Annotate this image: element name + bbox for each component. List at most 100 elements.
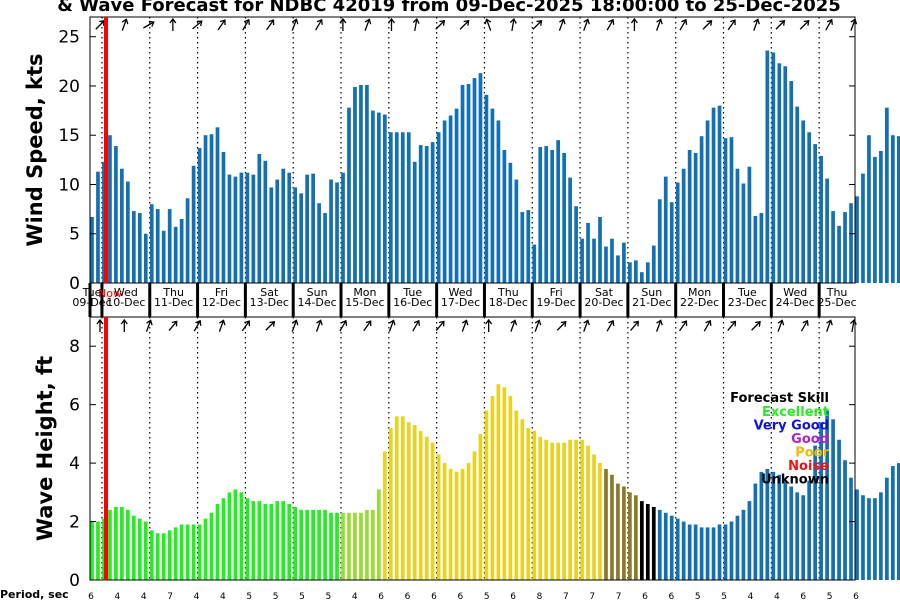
- data-bar: [825, 410, 829, 580]
- data-bar: [610, 474, 614, 580]
- data-bar: [179, 524, 184, 580]
- legend-title: Forecast Skill: [730, 391, 829, 406]
- day-name-label: Tue: [82, 286, 102, 299]
- data-bar: [430, 442, 435, 580]
- data-bar: [723, 138, 728, 283]
- y-tick-label: 5: [69, 225, 80, 245]
- data-bar: [478, 433, 483, 580]
- data-bar: [879, 150, 883, 283]
- direction-arrow: [826, 319, 833, 332]
- data-bar: [574, 439, 578, 580]
- period-value: 5: [484, 592, 490, 600]
- data-bar: [855, 196, 859, 283]
- date-label: 14-Dec: [297, 296, 336, 309]
- period-value: 6: [853, 592, 859, 600]
- period-value: 6: [800, 592, 806, 600]
- data-bar: [460, 468, 465, 580]
- data-bar: [335, 182, 339, 283]
- date-label: 22-Dec: [680, 296, 719, 309]
- data-bar: [711, 527, 716, 580]
- data-bar: [161, 230, 166, 283]
- data-bar: [562, 442, 566, 580]
- data-bar: [353, 512, 357, 580]
- data-bar: [741, 509, 746, 580]
- direction-arrow: [291, 18, 299, 31]
- data-bar: [873, 498, 877, 580]
- y-tick-label: 4: [69, 454, 80, 474]
- data-bar: [681, 521, 686, 580]
- period-value: 4: [115, 592, 121, 600]
- data-bar: [759, 213, 764, 283]
- period-value: 7: [616, 592, 622, 600]
- data-bar: [729, 521, 734, 580]
- data-bar: [382, 451, 387, 580]
- y-tick-label: 0: [69, 274, 80, 294]
- data-bar: [155, 533, 160, 580]
- data-bar: [215, 127, 220, 283]
- direction-arrow: [169, 17, 177, 31]
- y-tick-label: 6: [69, 396, 80, 416]
- period-value: 4: [220, 592, 226, 600]
- period-value: 5: [695, 592, 701, 600]
- direction-arrow: [630, 320, 639, 332]
- data-bar: [687, 150, 692, 283]
- data-bar: [723, 524, 728, 580]
- direction-arrow: [120, 318, 128, 332]
- data-bar: [251, 501, 256, 580]
- day-name-label: Thu: [826, 286, 848, 299]
- data-bar: [191, 524, 196, 580]
- direction-arrow: [777, 319, 785, 332]
- data-bar: [807, 132, 812, 283]
- data-bar: [466, 83, 471, 284]
- data-bar: [102, 161, 106, 283]
- day-name-label: Thu: [497, 286, 519, 299]
- data-bar: [896, 463, 900, 580]
- data-bar: [448, 468, 453, 580]
- data-bar: [424, 436, 429, 580]
- direction-arrow: [727, 19, 736, 31]
- data-bar: [424, 146, 429, 283]
- data-bar: [843, 460, 847, 580]
- direction-arrow: [558, 18, 566, 31]
- data-bar: [484, 94, 489, 284]
- data-bar: [418, 145, 423, 283]
- data-bar: [167, 209, 172, 283]
- period-value: 5: [273, 592, 279, 600]
- data-bar: [867, 498, 871, 580]
- data-bar: [556, 140, 561, 283]
- data-bar: [341, 172, 345, 283]
- data-bar: [514, 179, 519, 283]
- period-value: 5: [326, 592, 332, 600]
- direction-arrow: [461, 319, 469, 332]
- direction-arrow: [193, 319, 202, 332]
- data-bar: [568, 177, 572, 283]
- data-bar: [873, 156, 877, 283]
- data-bar: [717, 524, 722, 580]
- direction-arrow: [484, 18, 492, 31]
- data-bar: [371, 110, 375, 283]
- period-value: 6: [431, 592, 437, 600]
- data-bar: [251, 174, 256, 283]
- date-label: 15-Dec: [345, 296, 384, 309]
- data-bar: [472, 78, 477, 283]
- data-bar: [221, 498, 226, 580]
- period-value: 6: [510, 592, 516, 600]
- day-labels: Tue09-DecWed10-DecThu11-DecFri12-DecSat1…: [72, 283, 857, 317]
- data-bar: [526, 428, 531, 580]
- data-bar: [729, 137, 734, 283]
- direction-arrow: [168, 320, 178, 332]
- date-label: 19-Dec: [537, 296, 576, 309]
- y-tick-label: 25: [58, 28, 80, 48]
- data-bar: [837, 225, 841, 283]
- data-bar: [120, 168, 124, 283]
- period-value: 7: [563, 592, 569, 600]
- direction-arrow: [315, 18, 323, 31]
- data-bar: [490, 395, 495, 580]
- direction-arrow: [678, 320, 688, 332]
- data-bar: [185, 524, 190, 580]
- data-bar: [263, 160, 268, 283]
- data-bar: [221, 151, 226, 283]
- data-bar: [538, 436, 543, 580]
- data-bar: [125, 181, 130, 283]
- data-bar: [819, 155, 823, 283]
